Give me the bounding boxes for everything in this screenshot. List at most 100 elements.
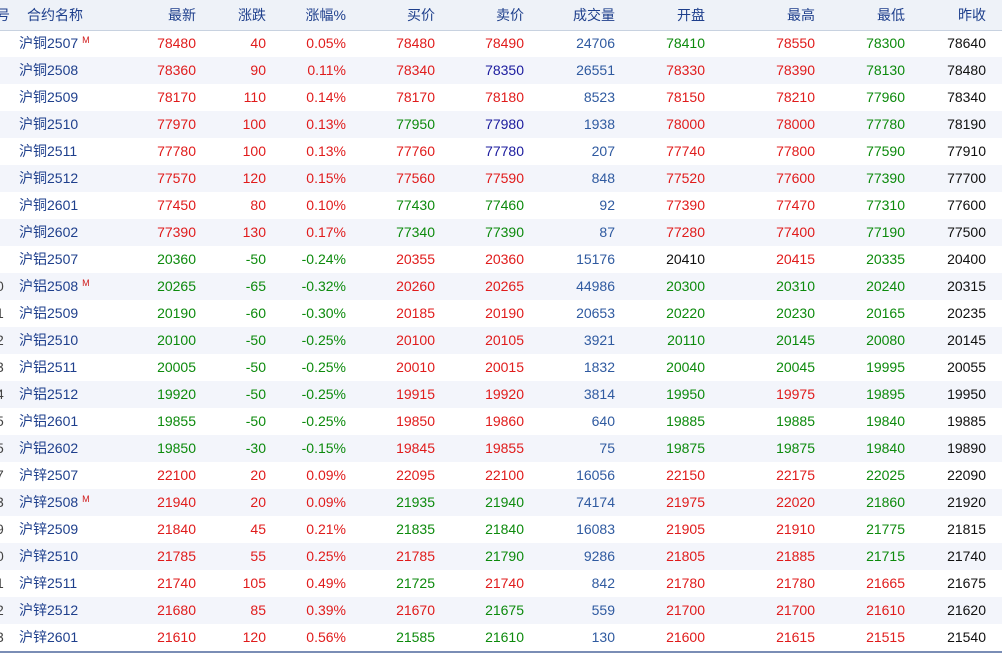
header-change-pct[interactable]: 涨幅% xyxy=(305,7,346,23)
header-bid[interactable]: 买价 xyxy=(407,7,435,23)
high-price: 78550 xyxy=(776,35,815,51)
table-row[interactable]: 沪铜2509 78170 110 0.14% 78170 78180 8523 78150 78… xyxy=(0,84,1002,111)
last-price: 19855 xyxy=(157,413,196,429)
table-row[interactable]: 4 沪铝2512 19920 -50 -0.25% 19915 19920 3814 19950… xyxy=(0,381,1002,408)
table-row[interactable]: 沪铜2601 77450 80 0.10% 77430 77460 92 77390 77470… xyxy=(0,192,1002,219)
contract-name-text: 沪铝2512 xyxy=(19,386,79,402)
row-index xyxy=(0,111,12,138)
table-row[interactable]: 7 沪锌2507 22100 20 0.09% 22095 22100 16056 22150 2… xyxy=(0,462,1002,489)
header-contract[interactable]: 合约名称 xyxy=(27,7,83,23)
change-pct: 0.49% xyxy=(306,575,346,591)
high-price: 20230 xyxy=(776,305,815,321)
bid-price: 20355 xyxy=(396,251,435,267)
volume: 848 xyxy=(591,170,615,186)
ask-price: 21840 xyxy=(485,521,524,537)
table-row[interactable]: 2 沪锌2512 21680 85 0.39% 21670 21675 559 21700 217… xyxy=(0,597,1002,624)
last-price: 78170 xyxy=(157,89,196,105)
last-price: 21740 xyxy=(157,575,196,591)
change-pct: -0.32% xyxy=(301,278,346,294)
high-price: 20145 xyxy=(776,332,815,348)
prev-close: 21675 xyxy=(947,575,986,591)
high-price: 19875 xyxy=(776,440,815,456)
volume: 1938 xyxy=(583,116,615,132)
table-row[interactable]: 3 沪锌2601 21610 120 0.56% 21585 21610 130 21600 21… xyxy=(0,624,1002,651)
prev-close: 20235 xyxy=(947,305,986,321)
contract-name: 沪铝2602 xyxy=(19,435,109,462)
table-row[interactable]: 沪铝2507 20360 -50 -0.24% 20355 20360 15176 20410… xyxy=(0,246,1002,273)
table-row[interactable]: 5 沪铝2601 19855 -50 -0.25% 19850 19860 640 19885 1… xyxy=(0,408,1002,435)
prev-close: 77500 xyxy=(947,224,986,240)
header-prev-close[interactable]: 昨收 xyxy=(958,7,986,23)
contract-name: 沪锌2511 xyxy=(19,570,109,597)
ask-price: 20105 xyxy=(485,332,524,348)
row-index xyxy=(0,57,12,84)
high-price: 20415 xyxy=(776,251,815,267)
prev-close: 19885 xyxy=(947,413,986,429)
table-row[interactable]: 沪铜2507 M 78480 40 0.05% 78480 78490 24706 78410 7… xyxy=(0,30,1002,57)
ask-price: 21940 xyxy=(485,494,524,510)
header-volume[interactable]: 成交量 xyxy=(573,7,615,23)
change-pct: -0.15% xyxy=(301,440,346,456)
contract-name: 沪铜2509 xyxy=(19,84,109,111)
table-row[interactable]: 9 沪锌2509 21840 45 0.21% 21835 21840 16083 21905 2… xyxy=(0,516,1002,543)
table-row[interactable]: 2 沪铝2510 20100 -50 -0.25% 20100 20105 3921 20110… xyxy=(0,327,1002,354)
prev-close: 77700 xyxy=(947,170,986,186)
table-row[interactable]: 1 沪铝2509 20190 -60 -0.30% 20185 20190 20653 2022… xyxy=(0,300,1002,327)
table-row[interactable]: 沪铜2602 77390 130 0.17% 77340 77390 87 77280 7740… xyxy=(0,219,1002,246)
bid-price: 21725 xyxy=(396,575,435,591)
row-index: 3 xyxy=(0,354,12,381)
change-pct: -0.25% xyxy=(301,386,346,402)
header-last-price[interactable]: 最新 xyxy=(168,7,196,23)
contract-name: 沪铝2507 xyxy=(19,246,109,273)
ask-price: 21740 xyxy=(485,575,524,591)
header-high[interactable]: 最高 xyxy=(787,7,815,23)
open-price: 19885 xyxy=(666,413,705,429)
low-price: 20335 xyxy=(866,251,905,267)
last-price: 77450 xyxy=(157,197,196,213)
header-change[interactable]: 涨跌 xyxy=(238,7,266,23)
low-price: 20080 xyxy=(866,332,905,348)
table-row[interactable]: 沪铜2510 77970 100 0.13% 77950 77980 1938 78000 78… xyxy=(0,111,1002,138)
contract-name-text: 沪铝2511 xyxy=(19,359,78,375)
header-open[interactable]: 开盘 xyxy=(677,7,705,23)
table-row[interactable]: 5 沪铝2602 19850 -30 -0.15% 19845 19855 75 19875 19… xyxy=(0,435,1002,462)
header-ask[interactable]: 卖价 xyxy=(496,7,524,23)
table-row[interactable]: 沪铜2511 77780 100 0.13% 77760 77780 207 77740 778… xyxy=(0,138,1002,165)
open-price: 22150 xyxy=(666,467,705,483)
table-row[interactable]: 0 沪锌2510 21785 55 0.25% 21785 21790 9286 21805 21… xyxy=(0,543,1002,570)
last-price: 20360 xyxy=(157,251,196,267)
last-price: 20265 xyxy=(157,278,196,294)
volume: 9286 xyxy=(583,548,615,564)
open-price: 77390 xyxy=(666,197,705,213)
volume: 16083 xyxy=(576,521,615,537)
table-row[interactable]: 3 沪铝2511 20005 -50 -0.25% 20010 20015 1832 20040… xyxy=(0,354,1002,381)
header-low[interactable]: 最低 xyxy=(877,7,905,23)
change-pct: 0.13% xyxy=(306,116,346,132)
open-price: 78330 xyxy=(666,62,705,78)
contract-name: 沪锌2507 xyxy=(19,462,109,489)
open-price: 21905 xyxy=(666,521,705,537)
change-pct: 0.56% xyxy=(306,629,346,645)
bid-price: 21785 xyxy=(396,548,435,564)
table-row[interactable]: 沪铜2512 77570 120 0.15% 77560 77590 848 77520 776… xyxy=(0,165,1002,192)
header-index[interactable]: 号 xyxy=(0,7,10,23)
bid-price: 19850 xyxy=(396,413,435,429)
prev-close: 20055 xyxy=(947,359,986,375)
table-row[interactable]: 1 沪锌2511 21740 105 0.49% 21725 21740 842 21780 21… xyxy=(0,570,1002,597)
ask-price: 21610 xyxy=(485,629,524,645)
change-pct: 0.21% xyxy=(306,521,346,537)
low-price: 20165 xyxy=(866,305,905,321)
table-row[interactable]: 沪铜2508 78360 90 0.11% 78340 78350 26551 78330 78… xyxy=(0,57,1002,84)
main-contract-flag: M xyxy=(82,494,90,504)
prev-close: 19950 xyxy=(947,386,986,402)
row-index: 5 xyxy=(0,408,12,435)
prev-close: 77910 xyxy=(947,143,986,159)
open-price: 21600 xyxy=(666,629,705,645)
prev-close: 21815 xyxy=(947,521,986,537)
high-price: 21700 xyxy=(776,602,815,618)
contract-name: 沪铜2507 M xyxy=(19,30,109,57)
low-price: 21665 xyxy=(866,575,905,591)
ask-price: 77780 xyxy=(485,143,524,159)
